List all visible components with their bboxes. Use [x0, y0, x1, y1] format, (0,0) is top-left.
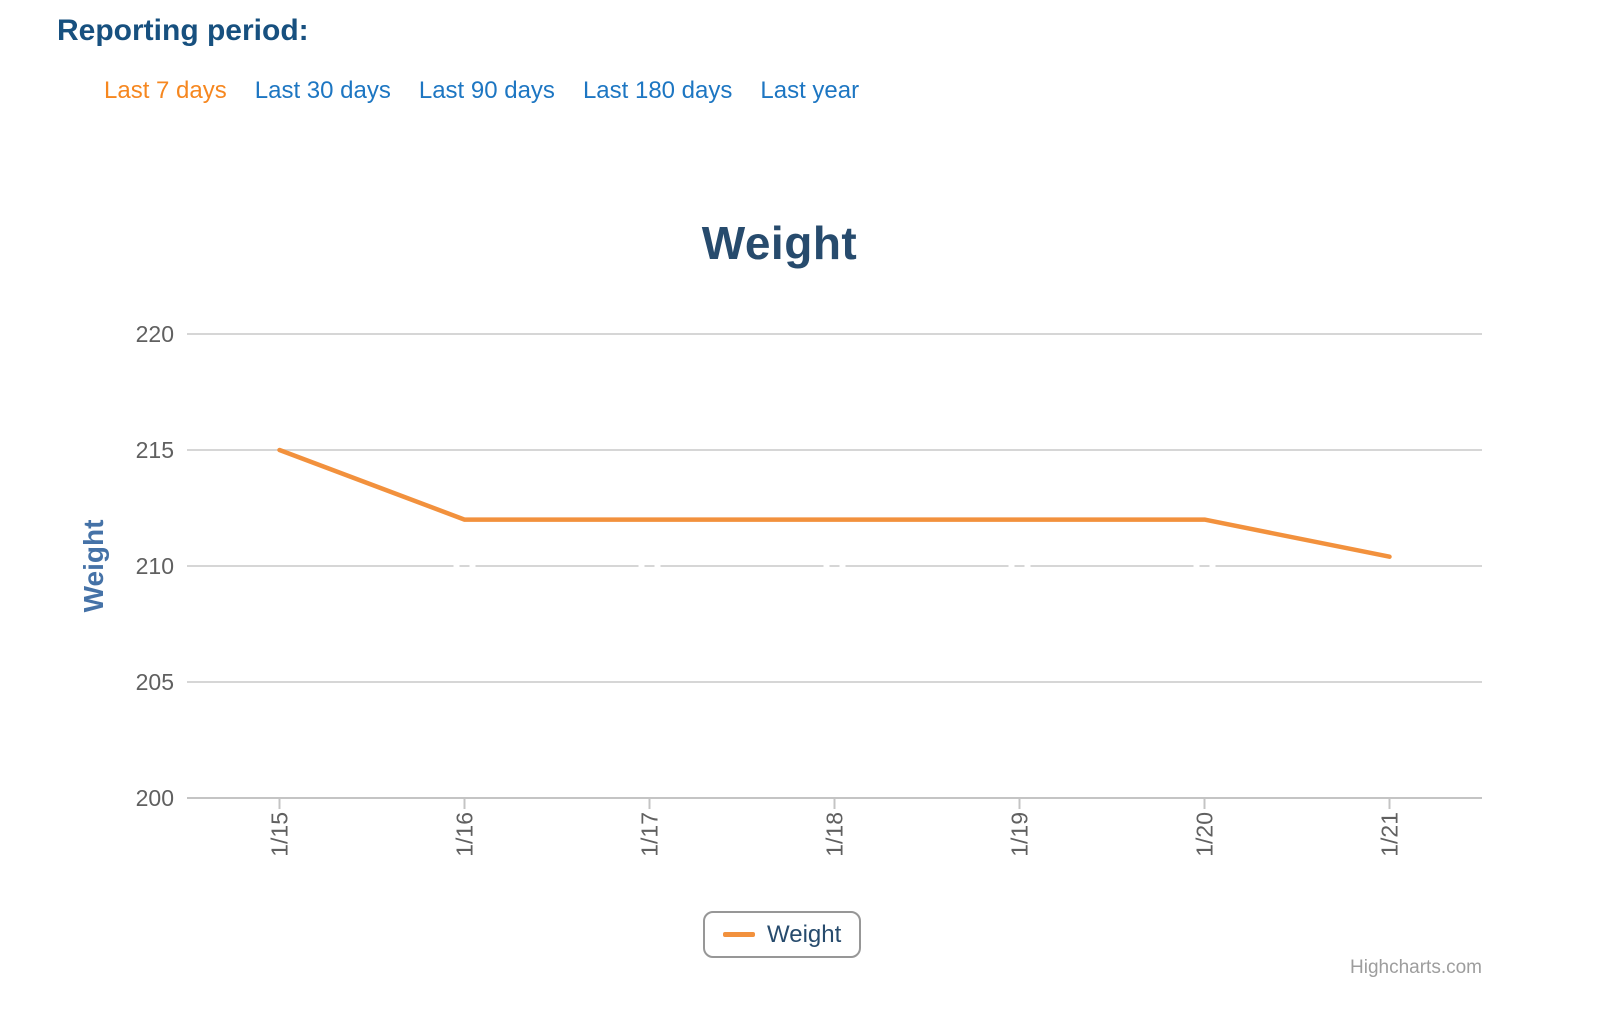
period-link-4[interactable]: Last year: [760, 77, 860, 104]
legend-label: Weight: [767, 920, 842, 948]
x-tick-label-1/19: 1/19: [1007, 812, 1033, 857]
x-tick-label-1/15: 1/15: [267, 812, 293, 857]
x-tick-label-1/16: 1/16: [452, 812, 478, 857]
series-line-weight[interactable]: [277, 447, 1392, 559]
y-axis-title: Weight: [78, 520, 109, 613]
x-tick-label-1/21: 1/21: [1377, 812, 1403, 857]
y-tick-label-200: 200: [136, 785, 174, 811]
gridline-gap: [823, 563, 830, 569]
gridline-gap: [1008, 563, 1015, 569]
gridline-gap: [469, 563, 476, 569]
period-link-3[interactable]: Last 180 days: [582, 77, 733, 104]
chart-title: Weight: [701, 217, 858, 269]
y-tick-label-215: 215: [136, 437, 174, 463]
period-link-1[interactable]: Last 30 days: [254, 77, 391, 104]
legend-item-weight[interactable]: Weight: [703, 911, 862, 958]
legend-line-swatch: [723, 932, 755, 937]
weight-line-chart: 200 205 210 215 220 1/15 1/16 1/17 1/18 1/19 1/20 1…: [78, 321, 1482, 857]
gridline-gap: [839, 563, 846, 569]
period-link-2[interactable]: Last 90 days: [418, 77, 555, 104]
y-tick-label-205: 205: [136, 669, 174, 695]
gridline-gap: [453, 563, 460, 569]
gridline-gap: [638, 563, 645, 569]
reporting-period-label: Reporting period:: [57, 14, 309, 47]
highcharts-credits[interactable]: Highcharts.com: [1350, 957, 1482, 978]
x-tick-label-1/18: 1/18: [822, 812, 848, 857]
gridline-gap: [1193, 563, 1200, 569]
gridline-gap: [654, 563, 661, 569]
reporting-period-nav: Last 7 days Last 30 days Last 90 days La…: [104, 77, 859, 105]
x-tick-label-1/20: 1/20: [1192, 812, 1218, 857]
gridline-gap: [1024, 563, 1031, 569]
gridline-gap: [1209, 563, 1216, 569]
x-tick-label-1/17: 1/17: [637, 812, 663, 857]
y-tick-label-210: 210: [136, 553, 174, 579]
period-link-0[interactable]: Last 7 days: [104, 77, 227, 104]
y-tick-label-220: 220: [136, 321, 174, 347]
